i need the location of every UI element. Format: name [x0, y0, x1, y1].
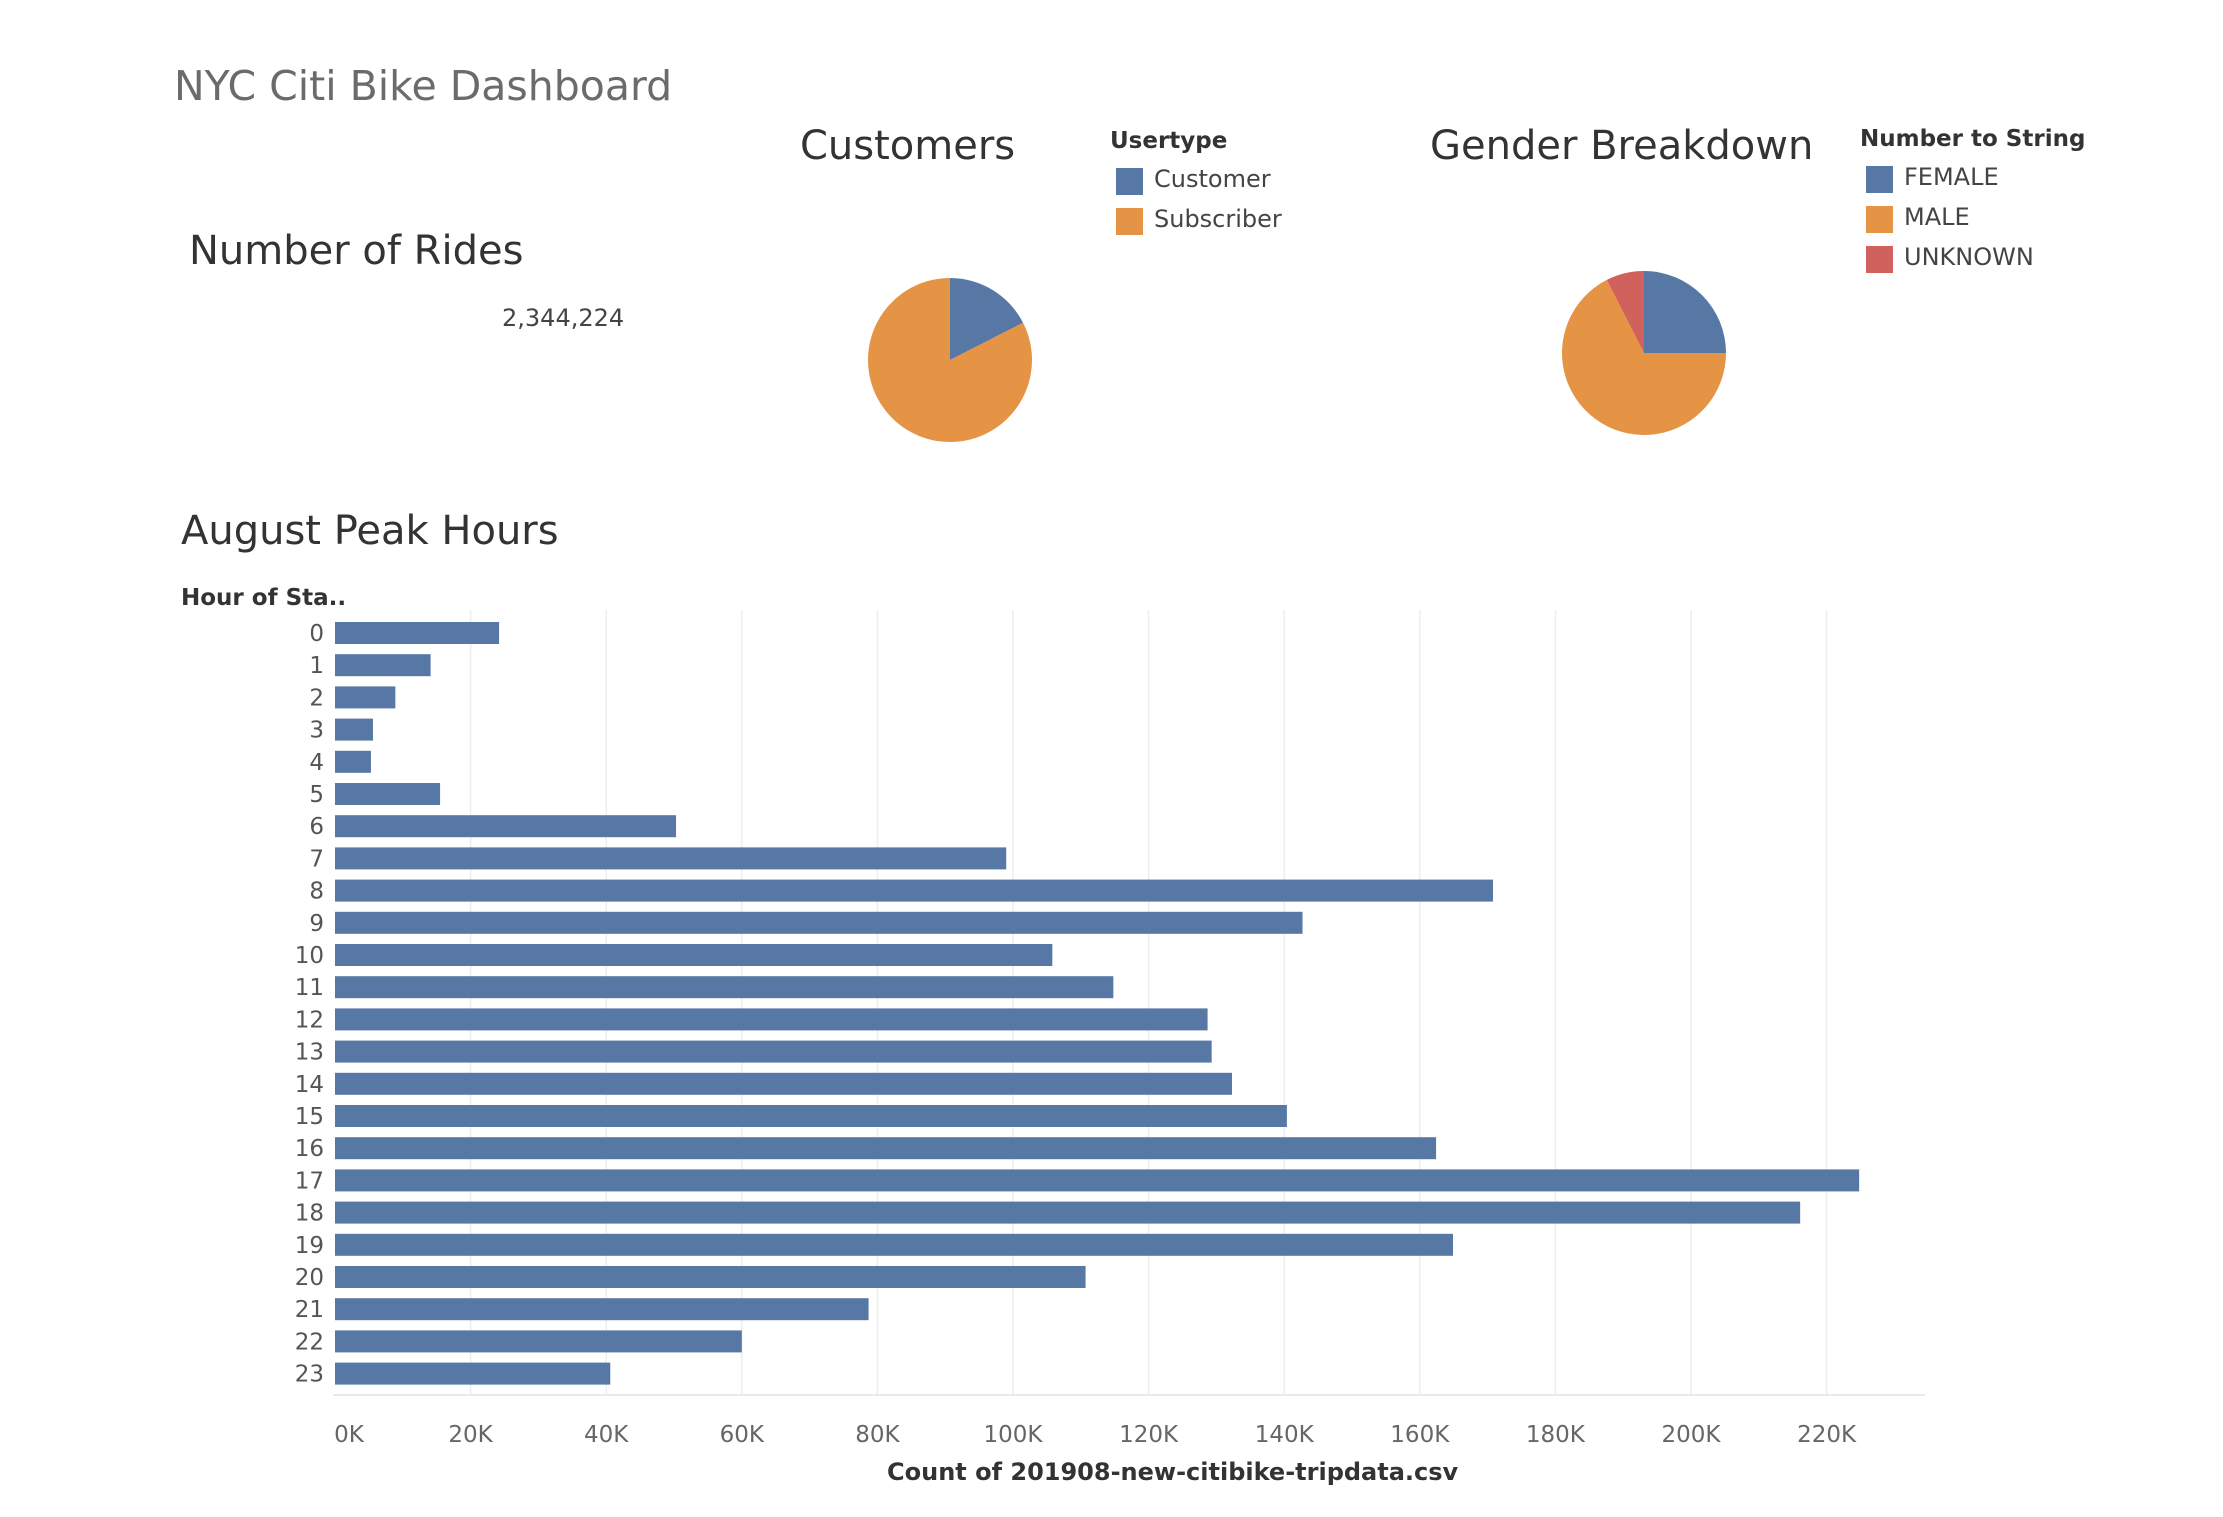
- y-tick-label: 0: [309, 621, 324, 647]
- y-tick-label: 17: [295, 1168, 324, 1194]
- legend-swatch-customer: [1116, 168, 1143, 195]
- customers-pie-slice-subscriber[interactable]: [868, 278, 1032, 442]
- legend-label-male: MALE: [1904, 203, 1970, 231]
- bar-hour-20[interactable]: [335, 1266, 1086, 1288]
- bar-hour-0[interactable]: [335, 622, 500, 644]
- bar-hour-12[interactable]: [335, 1008, 1208, 1031]
- gender-pie-slice-female[interactable]: [1644, 271, 1726, 353]
- y-tick-label: 15: [295, 1104, 324, 1130]
- bar-hour-2[interactable]: [335, 686, 396, 709]
- bar-hour-15[interactable]: [335, 1105, 1287, 1127]
- bar-hour-13[interactable]: [335, 1040, 1212, 1063]
- bar-hour-6[interactable]: [335, 815, 677, 838]
- y-tick-label: 19: [295, 1233, 324, 1259]
- y-tick-label: 2: [309, 685, 324, 711]
- bar-hour-3[interactable]: [335, 718, 373, 741]
- legend-swatch-unknown: [1866, 246, 1893, 273]
- bar-hour-19[interactable]: [335, 1233, 1454, 1256]
- bar-hour-7[interactable]: [335, 847, 1007, 870]
- x-tick-label: 40K: [584, 1422, 629, 1448]
- legend-label-unknown: UNKNOWN: [1904, 243, 2034, 271]
- x-tick-label: 80K: [855, 1422, 900, 1448]
- y-tick-label: 12: [295, 1007, 324, 1033]
- y-tick-label: 7: [309, 846, 324, 872]
- gender-title: Gender Breakdown: [1430, 123, 1814, 169]
- y-tick-label: 23: [295, 1362, 324, 1388]
- legend-swatch-female: [1866, 166, 1893, 193]
- x-tick-label: 160K: [1390, 1422, 1450, 1448]
- rides-title: Number of Rides: [189, 228, 524, 274]
- peak-title: August Peak Hours: [181, 508, 559, 554]
- bar-hour-22[interactable]: [335, 1330, 742, 1353]
- bar-hour-17[interactable]: [335, 1169, 1860, 1192]
- bar-hour-18[interactable]: [335, 1201, 1801, 1224]
- y-tick-label: 22: [295, 1329, 324, 1355]
- x-tick-label: 200K: [1662, 1422, 1722, 1448]
- bar-hour-16[interactable]: [335, 1137, 1437, 1160]
- customers-legend: Customer Subscriber: [1116, 165, 1316, 245]
- dashboard-title: NYC Citi Bike Dashboard: [174, 62, 673, 110]
- y-tick-label: 16: [295, 1136, 324, 1162]
- gender-pie-slice-male[interactable]: [1562, 279, 1726, 435]
- bar-hour-9[interactable]: [335, 911, 1303, 934]
- y-tick-label: 4: [309, 750, 324, 776]
- bar-hour-14[interactable]: [335, 1072, 1232, 1095]
- y-tick-label: 10: [295, 943, 324, 969]
- bar-hour-4[interactable]: [335, 750, 371, 773]
- x-tick-label: 0K: [334, 1422, 365, 1448]
- gender-pie-slice-unknown[interactable]: [1606, 271, 1644, 353]
- legend-label-subscriber: Subscriber: [1154, 205, 1282, 233]
- y-tick-label: 18: [295, 1201, 324, 1227]
- y-tick-label: 5: [309, 782, 324, 808]
- bar-hour-5[interactable]: [335, 783, 441, 805]
- x-tick-label: 140K: [1255, 1422, 1315, 1448]
- x-tick-label: 120K: [1119, 1422, 1179, 1448]
- x-tick-label: 20K: [448, 1422, 493, 1448]
- rides-value: 2,344,224: [502, 304, 625, 332]
- x-tick-label: 100K: [984, 1422, 1044, 1448]
- customers-title: Customers: [800, 123, 1016, 169]
- y-tick-label: 21: [295, 1297, 324, 1323]
- bar-hour-21[interactable]: [335, 1298, 869, 1321]
- bar-hour-23[interactable]: [335, 1362, 611, 1385]
- x-axis-title: Count of 201908-new-citibike-tripdata.cs…: [887, 1458, 1459, 1486]
- y-tick-label: 11: [295, 975, 324, 1001]
- customers-pie-slice-customer[interactable]: [950, 278, 1024, 360]
- gender-pie: [1562, 271, 1726, 435]
- legend-swatch-subscriber: [1116, 208, 1143, 235]
- bar-hour-8[interactable]: [335, 879, 1494, 902]
- legend-label-customer: Customer: [1154, 165, 1271, 193]
- y-tick-label: 9: [309, 911, 324, 937]
- y-tick-label: 6: [309, 814, 324, 840]
- gender-legend: FEMALE MALE UNKNOWN: [1866, 163, 2066, 283]
- y-tick-label: 20: [295, 1265, 324, 1291]
- bar-hour-1[interactable]: [335, 654, 431, 677]
- x-tick-label: 60K: [720, 1422, 765, 1448]
- legend-label-female: FEMALE: [1904, 163, 1999, 191]
- bar-hour-11[interactable]: [335, 976, 1114, 999]
- y-tick-label: 14: [295, 1072, 324, 1098]
- y-tick-label: 1: [309, 653, 324, 679]
- row-header: Hour of Sta..: [181, 585, 347, 611]
- customers-legend-title: Usertype: [1110, 128, 1228, 154]
- gender-legend-title: Number to String: [1860, 126, 2086, 152]
- bar-hour-10[interactable]: [335, 944, 1053, 966]
- y-tick-label: 8: [309, 879, 324, 905]
- y-tick-label: 13: [295, 1040, 324, 1066]
- y-tick-label: 3: [309, 718, 324, 744]
- customers-pie: [868, 278, 1032, 442]
- x-tick-label: 180K: [1526, 1422, 1586, 1448]
- legend-swatch-male: [1866, 206, 1893, 233]
- x-tick-label: 220K: [1797, 1422, 1857, 1448]
